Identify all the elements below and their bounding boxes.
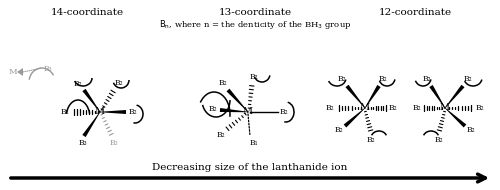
Text: $\mathrm{B_n}$, where n = the denticity of the BH$_3$ group: $\mathrm{B_n}$, where n = the denticity … — [159, 18, 351, 31]
Polygon shape — [344, 108, 365, 127]
Text: B₂: B₂ — [422, 75, 432, 83]
Text: B₂: B₂ — [216, 131, 226, 139]
Polygon shape — [445, 85, 464, 108]
Polygon shape — [82, 112, 100, 137]
Polygon shape — [430, 85, 445, 108]
Text: B₂: B₂ — [388, 104, 398, 112]
Text: B₂: B₂ — [74, 80, 82, 88]
Text: M: M — [8, 68, 18, 76]
Text: B₂: B₂ — [280, 108, 288, 116]
Text: B₂: B₂ — [434, 136, 444, 144]
Text: B₂: B₂ — [326, 104, 334, 112]
Text: B₂: B₂ — [366, 136, 376, 144]
Text: M: M — [243, 108, 253, 116]
Text: 14-coordinate: 14-coordinate — [50, 8, 124, 17]
Polygon shape — [220, 108, 248, 112]
Text: B₂: B₂ — [476, 104, 484, 112]
Text: B₂: B₂ — [218, 79, 228, 87]
Text: B₂: B₂ — [464, 75, 472, 83]
Polygon shape — [445, 108, 466, 127]
Polygon shape — [17, 68, 23, 76]
Text: B₂: B₂ — [378, 75, 388, 83]
Polygon shape — [226, 89, 248, 112]
Polygon shape — [365, 85, 380, 108]
Text: M: M — [360, 104, 370, 112]
Text: B₂: B₂ — [60, 108, 70, 116]
Polygon shape — [82, 89, 100, 112]
Text: B₂: B₂ — [128, 108, 138, 116]
Text: B₃: B₃ — [110, 139, 118, 147]
Text: M: M — [440, 104, 450, 112]
Text: B₂: B₂ — [466, 126, 475, 134]
Text: B₂: B₂ — [412, 104, 422, 112]
Text: B₂: B₂ — [338, 75, 346, 83]
Polygon shape — [346, 85, 365, 108]
Text: 12-coordinate: 12-coordinate — [378, 8, 452, 17]
Text: B₃: B₃ — [44, 65, 52, 73]
Text: B₂: B₂ — [334, 126, 344, 134]
Text: M: M — [95, 108, 105, 116]
Text: Decreasing size of the lanthanide ion: Decreasing size of the lanthanide ion — [152, 163, 348, 172]
Text: B₃: B₃ — [78, 139, 88, 147]
Text: B₂: B₂ — [114, 79, 124, 87]
Text: 13-coordinate: 13-coordinate — [218, 8, 292, 17]
Text: B₂: B₂ — [208, 105, 218, 113]
Text: B₁: B₁ — [250, 139, 258, 147]
Text: B₂: B₂ — [250, 73, 258, 81]
Polygon shape — [100, 110, 126, 114]
